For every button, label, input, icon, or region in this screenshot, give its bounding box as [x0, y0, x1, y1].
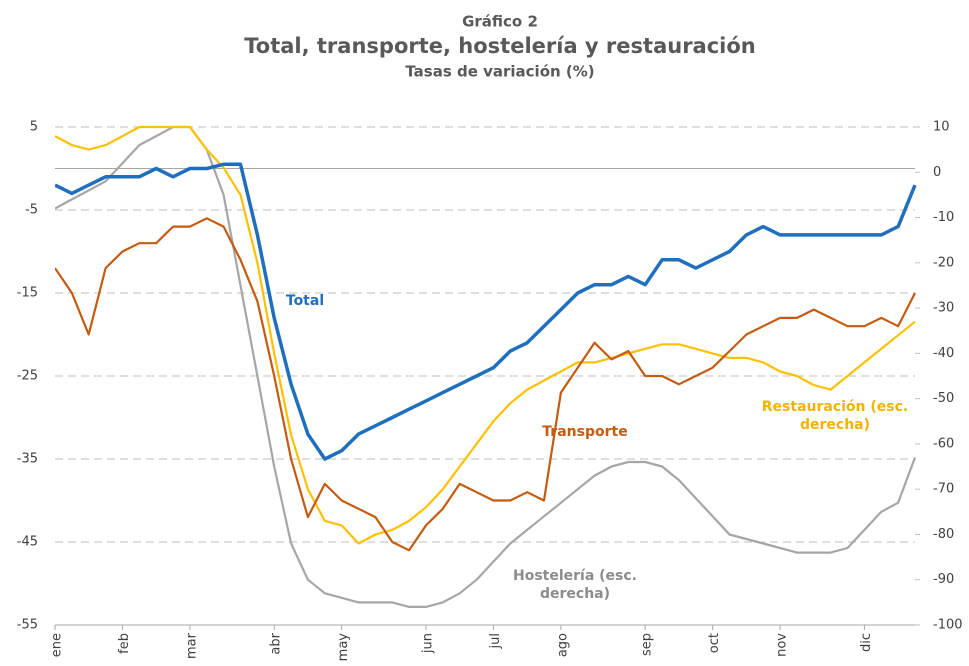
x-tick-label: ene [50, 633, 65, 657]
y-tick-label: -5 [25, 203, 38, 218]
y2-tick-label: -40 [933, 346, 954, 361]
y-tick-label: -15 [17, 286, 38, 301]
series-line [55, 217, 916, 552]
y2-tick-label: -20 [933, 255, 954, 270]
x-tick-label: mar [184, 632, 199, 659]
x-tick-label: ago [555, 633, 570, 657]
x-tick-label: abr [269, 632, 284, 654]
y2-tick-label: -70 [933, 482, 954, 497]
chart-title: Gráfico 2 [462, 13, 538, 31]
series-line [55, 162, 917, 461]
y-tick-label: -45 [17, 535, 38, 550]
y2-tick-label: -10 [933, 210, 954, 225]
y2-tick-label: -80 [933, 527, 954, 542]
x-tick-label: feb [117, 633, 132, 654]
series-label: Hostelería (esc. derecha) [512, 568, 638, 602]
series-line [55, 125, 917, 609]
y-axis-label: Tasas de variación (%) [405, 63, 594, 81]
x-tick-label: jul [488, 633, 503, 649]
y-tick-label: -35 [17, 452, 38, 467]
x-tick-label: oct [707, 633, 722, 653]
series-label: Transporte [542, 424, 628, 440]
y2-tick-label: 0 [933, 165, 941, 180]
series-label: Total [285, 293, 325, 309]
y2-tick-label: -30 [933, 301, 954, 316]
x-tick-label: nov [775, 633, 790, 657]
x-tick-label: sep [640, 633, 655, 656]
y-tick-label: 5 [30, 120, 38, 135]
y2-tick-label: -50 [933, 391, 954, 406]
series-line [55, 125, 916, 545]
x-tick-label: dic [859, 633, 874, 652]
y2-tick-label: 10 [933, 120, 950, 135]
y2-tick-label: -60 [933, 436, 954, 451]
y-tick-label: -25 [17, 369, 38, 384]
x-tick-label: jun [420, 633, 435, 654]
y2-tick-label: -100 [933, 618, 963, 633]
series-label: Restauración (esc. derecha) [761, 399, 909, 433]
y-tick-label: -55 [17, 618, 38, 633]
y2-tick-label: -90 [933, 572, 954, 587]
x-tick-label: may [336, 633, 351, 662]
chart-subtitle: Total, transporte, hostelería y restaura… [244, 34, 756, 58]
